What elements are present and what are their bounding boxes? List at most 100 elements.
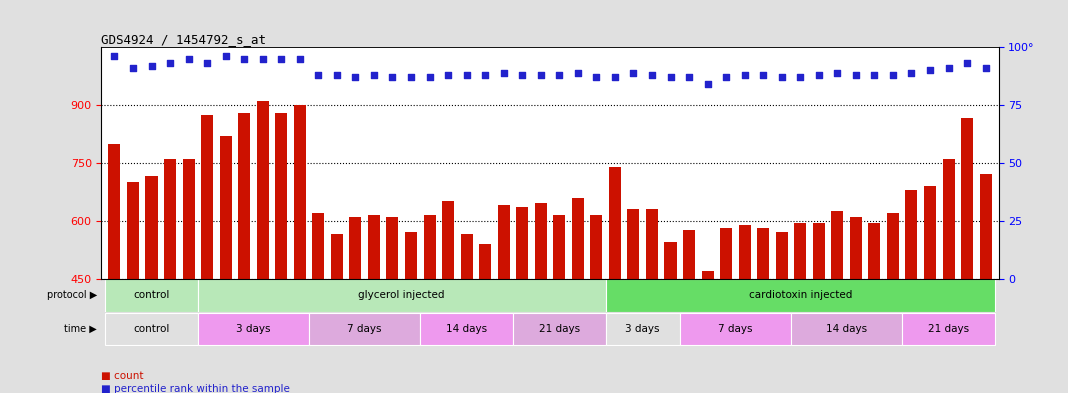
Bar <box>312 213 325 393</box>
Point <box>254 55 271 62</box>
Point <box>272 55 289 62</box>
Bar <box>442 201 454 393</box>
Point <box>180 55 198 62</box>
Bar <box>609 167 621 393</box>
Bar <box>349 217 361 393</box>
Point <box>292 55 309 62</box>
Point <box>866 72 883 78</box>
Bar <box>868 222 880 393</box>
Bar <box>757 228 769 393</box>
Bar <box>664 242 676 393</box>
Bar <box>238 113 250 393</box>
Bar <box>924 186 936 393</box>
Bar <box>906 190 917 393</box>
Point <box>680 74 697 81</box>
Bar <box>109 143 121 393</box>
Point <box>310 72 327 78</box>
Bar <box>513 313 606 345</box>
Text: 14 days: 14 days <box>826 324 867 334</box>
Text: control: control <box>134 324 170 334</box>
Text: 7 days: 7 days <box>347 324 382 334</box>
Bar <box>198 279 606 312</box>
Bar <box>331 234 343 393</box>
Bar <box>684 230 695 393</box>
Bar <box>480 244 491 393</box>
Bar <box>367 215 380 393</box>
Point <box>847 72 864 78</box>
Text: ■ count: ■ count <box>101 371 144 381</box>
Bar <box>424 215 436 393</box>
Point <box>236 55 253 62</box>
Bar <box>276 113 287 393</box>
Bar <box>105 313 198 345</box>
Point <box>755 72 772 78</box>
Point <box>421 74 438 81</box>
Bar <box>791 313 902 345</box>
Text: 21 days: 21 days <box>928 324 969 334</box>
Point <box>643 72 660 78</box>
Bar <box>795 222 806 393</box>
Point <box>347 74 364 81</box>
Bar <box>591 215 602 393</box>
Text: 21 days: 21 days <box>538 324 580 334</box>
Text: glycerol injected: glycerol injected <box>359 290 445 300</box>
Point <box>440 72 457 78</box>
Point <box>199 60 216 66</box>
Point <box>476 72 493 78</box>
Bar <box>702 271 713 393</box>
Bar <box>775 232 788 393</box>
Point <box>458 72 475 78</box>
Point <box>551 72 568 78</box>
Point <box>700 81 717 87</box>
Point <box>607 74 624 81</box>
Point <box>625 70 642 76</box>
Point <box>884 72 901 78</box>
Bar <box>127 182 139 393</box>
Bar <box>606 313 679 345</box>
Point <box>791 74 808 81</box>
Point <box>587 74 604 81</box>
Point <box>532 72 549 78</box>
Bar <box>105 279 198 312</box>
Point <box>106 53 123 60</box>
Bar <box>627 209 640 393</box>
Point <box>365 72 382 78</box>
Point <box>977 65 994 71</box>
Point <box>496 70 513 76</box>
Point <box>569 70 586 76</box>
Bar <box>201 115 214 393</box>
Point <box>125 65 142 71</box>
Text: protocol ▶: protocol ▶ <box>47 290 97 300</box>
Bar <box>979 174 991 393</box>
Text: 3 days: 3 days <box>626 324 660 334</box>
Point <box>662 74 679 81</box>
Bar <box>256 101 269 393</box>
Point <box>514 72 531 78</box>
Bar <box>739 224 751 393</box>
Bar <box>535 203 547 393</box>
Bar <box>813 222 824 393</box>
Bar <box>516 207 529 393</box>
Bar <box>294 105 305 393</box>
Text: ■ percentile rank within the sample: ■ percentile rank within the sample <box>101 384 290 393</box>
Bar <box>831 211 844 393</box>
Bar <box>183 159 194 393</box>
Point <box>829 70 846 76</box>
Point <box>958 60 975 66</box>
Point <box>217 53 234 60</box>
Point <box>940 65 957 71</box>
Bar <box>571 198 584 393</box>
Point <box>811 72 828 78</box>
Text: 3 days: 3 days <box>236 324 270 334</box>
Point <box>383 74 400 81</box>
Bar <box>553 215 565 393</box>
Bar <box>646 209 658 393</box>
Bar <box>679 313 791 345</box>
Point <box>403 74 420 81</box>
Point <box>328 72 345 78</box>
Bar <box>309 313 421 345</box>
Bar <box>886 213 899 393</box>
Bar <box>164 159 176 393</box>
Point <box>902 70 920 76</box>
Bar <box>198 313 309 345</box>
